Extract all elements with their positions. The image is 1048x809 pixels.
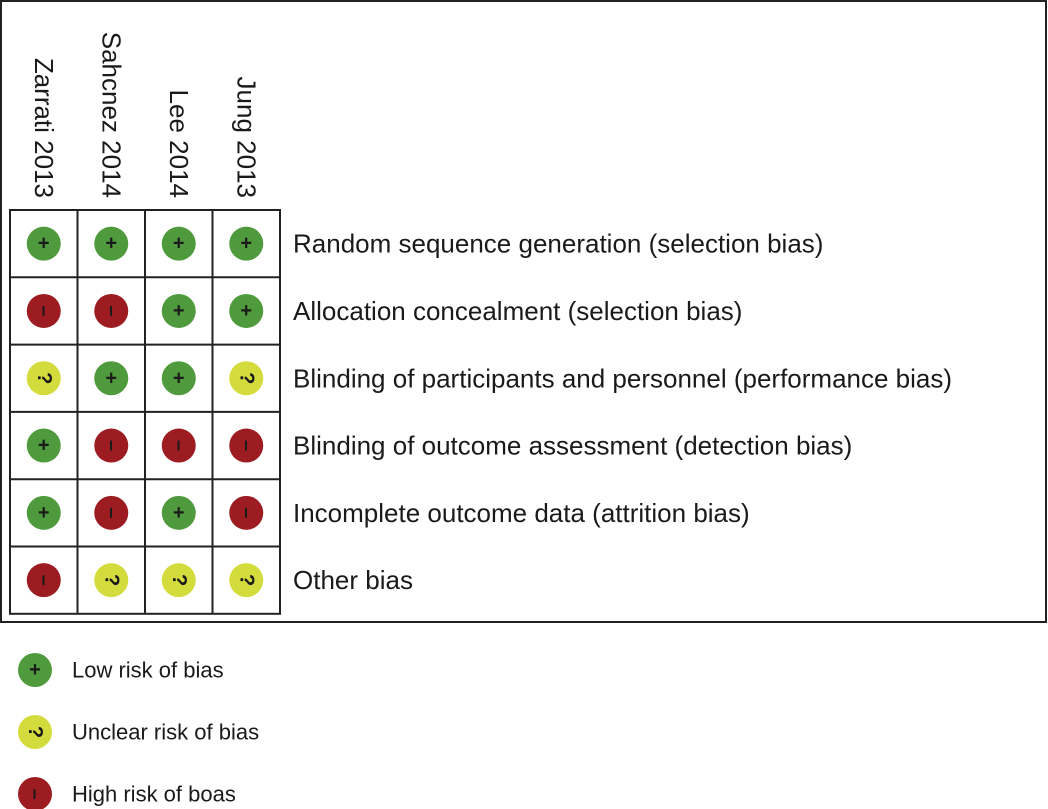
judgment-symbol: – bbox=[100, 507, 122, 518]
judgment-circle bbox=[161, 495, 196, 530]
judgment-circle bbox=[161, 226, 196, 261]
judgment-circle bbox=[26, 361, 61, 396]
domain-label: Other bias bbox=[293, 565, 413, 595]
domain-label: Allocation concealment (selection bias) bbox=[293, 296, 742, 326]
judgment-symbol: – bbox=[33, 575, 55, 586]
judgment-circle bbox=[18, 653, 52, 687]
domain-label: Blinding of outcome assessment (detectio… bbox=[293, 431, 852, 461]
judgment-circle bbox=[94, 563, 129, 598]
judgment-circle bbox=[26, 563, 61, 598]
judgment-symbol: + bbox=[173, 233, 185, 255]
judgment-circle bbox=[229, 563, 264, 598]
judgment-circle bbox=[229, 495, 264, 530]
judgment-circle bbox=[229, 226, 264, 261]
judgment-symbol: + bbox=[173, 502, 185, 524]
judgment-symbol: + bbox=[38, 502, 50, 524]
judgment-symbol: + bbox=[29, 659, 41, 681]
judgment-circle bbox=[161, 293, 196, 328]
domain-label: Random sequence generation (selection bi… bbox=[293, 229, 823, 259]
judgment-symbol: + bbox=[240, 300, 252, 322]
judgment-symbol: + bbox=[105, 367, 117, 389]
judgment-symbol: – bbox=[100, 305, 122, 316]
judgment-symbol: + bbox=[173, 367, 185, 389]
judgment-circle bbox=[26, 495, 61, 530]
domain-label: Incomplete outcome data (attrition bias) bbox=[293, 498, 750, 528]
outer-frame bbox=[0, 0, 1047, 623]
judgment-symbol: ? bbox=[24, 726, 46, 738]
judgment-circle bbox=[94, 293, 129, 328]
judgment-symbol: + bbox=[105, 233, 117, 255]
judgment-symbol: ? bbox=[100, 574, 122, 586]
judgment-symbol: – bbox=[33, 305, 55, 316]
judgment-circle bbox=[161, 563, 196, 598]
judgment-symbol: – bbox=[235, 440, 257, 451]
judgment-symbol: – bbox=[24, 788, 46, 799]
judgment-circle bbox=[161, 361, 196, 396]
judgment-circle bbox=[94, 495, 129, 530]
study-label: Lee 2014 bbox=[164, 90, 194, 198]
judgment-circle bbox=[229, 428, 264, 463]
judgment-symbol: ? bbox=[33, 372, 55, 384]
judgment-circle bbox=[161, 428, 196, 463]
domain-label: Blinding of participants and personnel (… bbox=[293, 363, 952, 393]
judgment-symbol: – bbox=[168, 440, 190, 451]
study-label: Sahcnez 2014 bbox=[96, 32, 126, 198]
legend-label: Unclear risk of bias bbox=[72, 720, 259, 745]
judgment-symbol: – bbox=[235, 507, 257, 518]
judgment-symbol: ? bbox=[235, 574, 257, 586]
judgment-circle bbox=[229, 293, 264, 328]
judgment-circle bbox=[26, 226, 61, 261]
judgment-circle bbox=[26, 293, 61, 328]
judgment-circle bbox=[18, 777, 52, 809]
judgment-circle bbox=[94, 226, 129, 261]
judgment-symbol: + bbox=[240, 233, 252, 255]
judgment-symbol: + bbox=[38, 435, 50, 457]
judgment-symbol: ? bbox=[168, 574, 190, 586]
judgment-circle bbox=[94, 361, 129, 396]
judgment-symbol: + bbox=[38, 233, 50, 255]
judgment-circle bbox=[229, 361, 264, 396]
judgment-symbol: – bbox=[100, 440, 122, 451]
judgment-circle bbox=[26, 428, 61, 463]
legend-label: High risk of boas bbox=[72, 782, 236, 807]
judgment-symbol: + bbox=[173, 300, 185, 322]
judgment-circle bbox=[94, 428, 129, 463]
judgment-symbol: ? bbox=[235, 372, 257, 384]
judgment-circle bbox=[18, 715, 52, 749]
study-label: Zarrati 2013 bbox=[29, 58, 59, 198]
study-label: Jung 2013 bbox=[231, 77, 261, 198]
legend-label: Low risk of bias bbox=[72, 658, 224, 683]
